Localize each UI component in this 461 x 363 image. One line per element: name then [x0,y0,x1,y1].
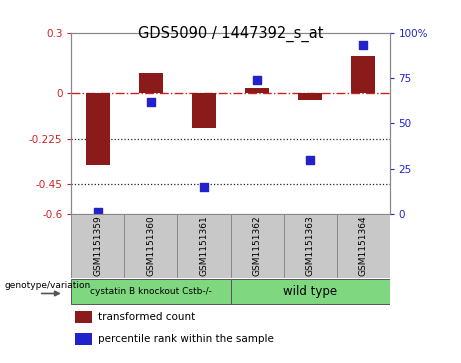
Bar [75,311,92,323]
Bar [245,87,269,93]
Bar [124,214,177,278]
Bar [86,93,110,165]
Bar [337,214,390,278]
Bar [230,279,390,303]
Bar [192,93,216,129]
Text: wild type: wild type [283,285,337,298]
Bar [351,56,375,93]
Text: GSM1151361: GSM1151361 [200,216,208,276]
Bar [230,214,284,278]
Point [359,42,366,48]
Text: GSM1151364: GSM1151364 [359,216,367,276]
Point [148,99,155,105]
Text: cystatin B knockout Cstb-/-: cystatin B knockout Cstb-/- [90,287,212,296]
Text: GSM1151360: GSM1151360 [147,216,155,276]
Bar [298,93,322,99]
Bar [177,214,230,278]
Text: genotype/variation: genotype/variation [5,281,91,290]
Text: GDS5090 / 1447392_s_at: GDS5090 / 1447392_s_at [138,25,323,42]
Bar [71,214,124,278]
Point [254,77,261,83]
Text: GSM1151363: GSM1151363 [306,216,314,276]
Bar [284,214,337,278]
Point [306,157,313,163]
Point [200,184,207,190]
Text: transformed count: transformed count [99,312,196,322]
Bar [75,333,92,345]
Text: percentile rank within the sample: percentile rank within the sample [99,334,274,344]
Bar [139,73,163,93]
Text: GSM1151359: GSM1151359 [94,216,102,276]
Point [94,209,101,215]
Text: GSM1151362: GSM1151362 [253,216,261,276]
Bar [71,279,230,303]
